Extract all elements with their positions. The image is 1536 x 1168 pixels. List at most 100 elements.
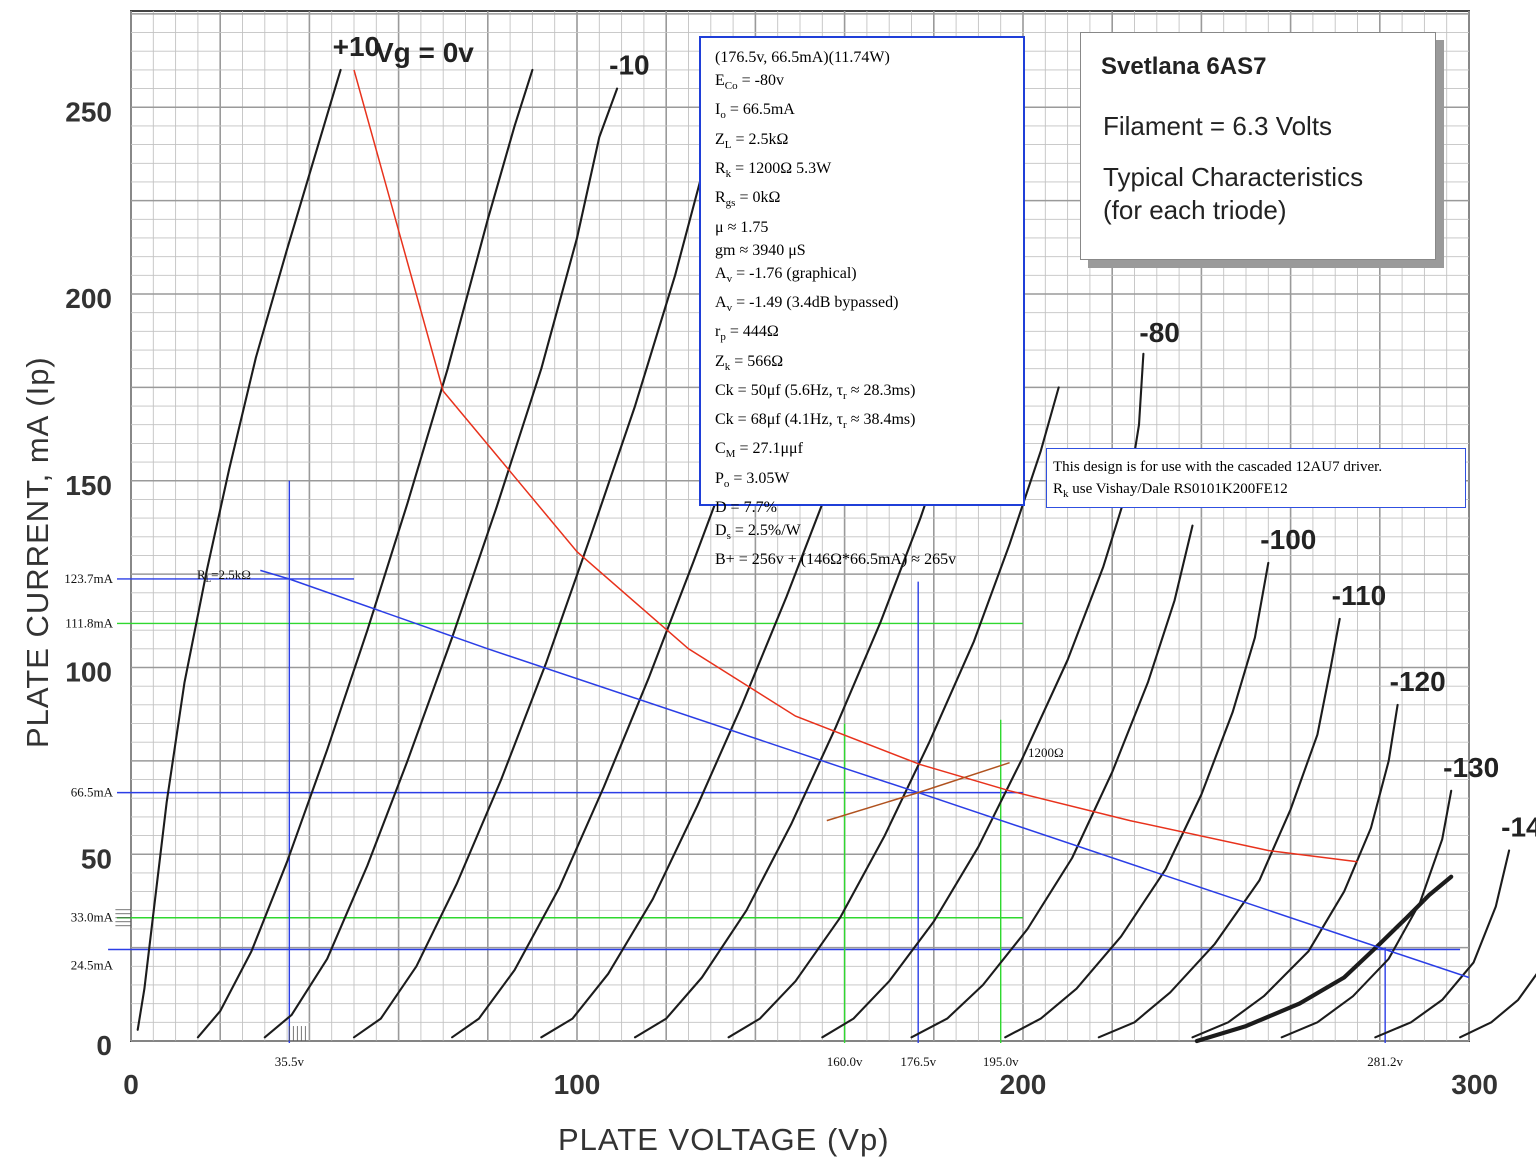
load-line-label: RL=2.5kΩ <box>197 567 251 584</box>
grid-curve-label: -140 <box>1501 812 1536 843</box>
y-tick-label: 150 <box>65 470 112 501</box>
current-value-label: 33.0mA <box>71 910 114 925</box>
voltage-value-label: 176.5v <box>900 1054 936 1069</box>
grid-curve-label: -80 <box>1139 317 1179 348</box>
info-text: I <box>715 101 721 119</box>
info-text: R <box>715 189 726 207</box>
grid-curve-label: -10 <box>609 50 649 81</box>
voltage-value-label: 195.0v <box>983 1054 1019 1069</box>
current-value-label: 111.8mA <box>65 615 113 630</box>
info-text: = -80v <box>737 72 784 90</box>
cathode-line-label: 1200Ω <box>1028 745 1064 760</box>
info-sub: gs <box>725 197 736 210</box>
info-line-mu: μ ≈ 1.75 <box>715 218 769 236</box>
grid-voltage-curve <box>352 76 726 1039</box>
grid-voltage-curve <box>1194 874 1454 1044</box>
info-sub: r <box>843 390 847 402</box>
info-text: = 2.5%/W <box>730 522 801 540</box>
grid-voltage-curve <box>1280 789 1453 1039</box>
grid-voltage-curve <box>1097 617 1341 1039</box>
x-tick-label: 300 <box>1451 1069 1498 1100</box>
overlay-series-line <box>826 761 1010 822</box>
design-note-box: This design is for use with the cascaded… <box>1046 448 1466 508</box>
info-line-op: (176.5v, 66.5mA)(11.74W) <box>715 49 890 66</box>
grid-voltage-curve <box>1459 973 1536 1039</box>
x-tick-label: 0 <box>123 1069 139 1100</box>
note-line: This design is for use with the cascaded… <box>1053 459 1383 475</box>
info-text: Ck = 50μf (5.6Hz, τ <box>715 381 844 399</box>
y-tick-label: 0 <box>96 1030 112 1061</box>
grid-legend-label: Vg = 0v <box>375 37 474 68</box>
y-tick-label: 50 <box>81 843 112 874</box>
info-text: = 566Ω <box>730 352 784 370</box>
x-tick-label: 100 <box>554 1069 601 1100</box>
info-text: P <box>715 469 724 487</box>
info-text: = -1.49 (3.4dB bypassed) <box>732 293 899 311</box>
info-sub: Co <box>724 80 738 93</box>
info-text: Z <box>715 352 725 370</box>
y-tick-label: 200 <box>65 283 112 314</box>
info-sub: p <box>720 331 726 344</box>
info-line-ck2: Ck = 68μf (4.1Hz, τr ≈ 38.4ms) <box>715 408 1023 437</box>
info-sub: o <box>720 109 726 122</box>
info-line-bplus: B+ = 256v + (146Ω*66.5mA) ≈ 265v <box>715 551 957 569</box>
info-line-cm: CM = 27.1μμf <box>715 437 1023 466</box>
x-tick-label: 200 <box>1000 1069 1047 1100</box>
info-text: R <box>715 159 726 177</box>
info-text: D <box>715 522 727 540</box>
info-line-gm: gm ≈ 3940 μS <box>715 241 806 259</box>
overlay-series <box>260 69 1470 979</box>
info-text: r <box>715 323 721 341</box>
info-sub: o <box>723 477 730 490</box>
info-sub: s <box>726 530 731 543</box>
info-line-ck1: Ck = 50μf (5.6Hz, τr ≈ 28.3ms) <box>715 379 1023 408</box>
info-sub: v <box>726 272 733 285</box>
grid-curve-label: -130 <box>1443 752 1499 783</box>
info-line-zl: ZL = 2.5kΩ <box>715 128 1023 157</box>
subtitle-line: Typical Characteristics <box>1103 162 1364 192</box>
info-text: = 0kΩ <box>735 189 781 207</box>
y-tick-label: 100 <box>65 657 112 688</box>
info-text: ≈ 28.3ms) <box>846 381 916 399</box>
x-axis-title: PLATE VOLTAGE (Vp) <box>558 1122 890 1157</box>
note-line: Rk use Vishay/Dale RS0101K200FE12 <box>1053 478 1465 505</box>
info-line-zk: Zk = 566Ω <box>715 350 1023 379</box>
chart-title: Svetlana 6AS7 <box>1101 53 1267 80</box>
overlay-series-line <box>353 69 1358 863</box>
info-text: = 1200Ω 5.3W <box>731 159 832 177</box>
note-text: use Vishay/Dale RS0101K200FE12 <box>1068 481 1288 497</box>
voltage-value-label: 281.2v <box>1367 1054 1403 1069</box>
info-line-av2: Av = -1.49 (3.4dB bypassed) <box>715 291 1023 320</box>
current-value-label: 66.5mA <box>71 785 114 800</box>
subtitle-filament: Filament = 6.3 Volts <box>1103 111 1333 141</box>
grid-voltage-curve <box>1004 561 1270 1039</box>
info-line-eco: ECo = -80v <box>715 69 1023 98</box>
current-value-label: 123.7mA <box>64 571 113 586</box>
info-sub: r <box>843 419 847 432</box>
note-sub: k <box>1063 488 1069 500</box>
title-card: Svetlana 6AS7 Filament = 6.3 Volts Typic… <box>1080 32 1436 260</box>
info-text: = 444Ω <box>725 323 779 341</box>
grid-curve-label: +10 <box>333 31 381 62</box>
y-tick-label: 250 <box>65 96 112 127</box>
grid-curve-label: -110 <box>1332 580 1387 611</box>
info-line-rgs: Rgs = 0kΩ <box>715 186 1023 215</box>
info-text: = 3.05W <box>729 469 790 487</box>
operating-point-info-box: (176.5v, 66.5mA)(11.74W) ECo = -80v Io =… <box>699 36 1025 568</box>
info-text: A <box>715 264 727 282</box>
info-text: A <box>715 293 727 311</box>
info-text: E <box>715 72 725 90</box>
info-line-d: D = 7.7% <box>715 498 777 516</box>
info-text: Z <box>715 130 725 148</box>
grid-voltage-curve <box>263 87 619 1039</box>
info-text: = 2.5kΩ <box>731 130 789 148</box>
info-line-io: Io = 66.5mA <box>715 98 1023 127</box>
grid-curve-label: -100 <box>1260 524 1316 555</box>
grid-curve-label: -120 <box>1390 666 1446 697</box>
y-axis-title: PLATE CURRENT, mA (Ip) <box>20 356 55 748</box>
info-sub: L <box>724 138 732 151</box>
info-text: = 66.5mA <box>725 101 795 119</box>
info-sub: M <box>725 448 736 461</box>
info-text: = 27.1μμf <box>735 440 803 458</box>
overlay-series-line <box>260 569 1470 979</box>
